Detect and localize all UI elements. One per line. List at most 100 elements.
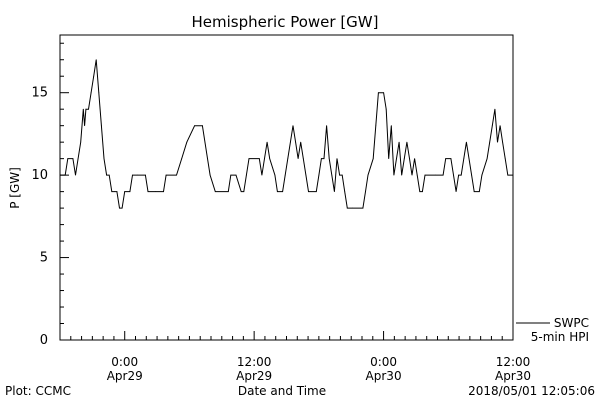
series-point [328, 158, 330, 160]
series-point [165, 174, 167, 176]
series-point [377, 92, 379, 94]
series-point [494, 108, 496, 110]
series-point [305, 174, 307, 176]
x-tick-time-label: 12:00 [496, 355, 531, 369]
series-point [383, 92, 384, 94]
series-point [390, 125, 392, 127]
series-point [385, 108, 387, 110]
series-point [396, 158, 397, 160]
series-point [207, 158, 208, 160]
x-tick-time-label: 0:00 [370, 355, 397, 369]
series-point [375, 125, 377, 127]
series-point [98, 92, 100, 94]
series-point [59, 174, 61, 176]
series-point [103, 158, 105, 160]
series-point [85, 108, 87, 110]
series-point [227, 191, 229, 193]
series-point [82, 108, 84, 110]
series-point [365, 191, 366, 193]
y-tick-label: 5 [40, 251, 48, 266]
series-point [499, 125, 501, 127]
data-series [59, 59, 514, 209]
series-point [243, 191, 245, 193]
series-point [106, 174, 107, 176]
series-point [77, 158, 79, 160]
series-point [80, 141, 82, 143]
series-point [201, 125, 203, 127]
y-axis-label: P [GW] [8, 167, 22, 209]
series-point [297, 158, 299, 160]
series-point [88, 108, 89, 110]
series-point [269, 158, 271, 160]
series-point [491, 125, 493, 127]
series-point [424, 174, 426, 176]
y-tick-label: 15 [31, 86, 48, 101]
series-point [455, 191, 457, 193]
series-point [67, 158, 69, 160]
series-point [240, 191, 242, 193]
series-point [367, 174, 369, 176]
x-tick-date-label: Apr30 [495, 369, 531, 383]
series-point [97, 75, 98, 77]
series-point [411, 174, 413, 176]
series-point [186, 141, 188, 143]
series-point [489, 141, 491, 143]
series-point [101, 125, 102, 127]
series-point [277, 191, 278, 193]
series-point [289, 141, 291, 143]
series-point [308, 191, 309, 193]
series-point [388, 158, 390, 160]
series-point [416, 174, 418, 176]
series-point [124, 191, 126, 193]
series-line [60, 59, 513, 209]
series-point [93, 75, 95, 77]
series-point [287, 158, 289, 160]
series-point [333, 191, 335, 193]
series-point [471, 174, 472, 176]
series-point [111, 191, 113, 193]
series-point [121, 207, 123, 209]
y-tick-label: 10 [31, 168, 48, 183]
footer-left: Plot: CCMC [5, 384, 71, 398]
series-point [292, 125, 294, 127]
series-point [282, 191, 284, 193]
legend-label-line2: 5-min HPI [531, 330, 589, 344]
series-point [331, 174, 333, 176]
series-point [442, 174, 444, 176]
series-point [75, 174, 76, 176]
series-point [137, 174, 139, 176]
x-tick-date-label: Apr29 [236, 369, 272, 383]
series-point [486, 158, 488, 160]
legend-label-line1: SWPC [554, 316, 589, 330]
series-point [466, 141, 467, 143]
series-point [445, 158, 447, 160]
series-point [163, 191, 164, 193]
series-point [72, 158, 74, 160]
series-point [450, 158, 452, 160]
series-point [453, 174, 454, 176]
series-point [84, 125, 85, 127]
series-point [302, 158, 304, 160]
series-point [401, 174, 403, 176]
series-point [339, 174, 340, 176]
series-point [194, 125, 196, 127]
series-point [155, 191, 157, 193]
series-point [209, 174, 211, 176]
x-tick-time-label: 12:00 [237, 355, 272, 369]
series-point [409, 158, 410, 160]
series-point [336, 158, 338, 160]
series-point [315, 191, 317, 193]
series-point [372, 158, 374, 160]
y-axis: 0 5 10 15 [31, 42, 69, 348]
series-point [463, 158, 465, 160]
series-point [468, 158, 470, 160]
series-point [108, 174, 110, 176]
series-point [235, 174, 237, 176]
x-axis: 0:00Apr2912:00Apr290:00Apr3012:00Apr300:… [59, 331, 531, 383]
series-point [113, 191, 115, 193]
series-point [300, 141, 302, 143]
series-point [90, 92, 92, 94]
series-point [95, 59, 97, 61]
series-point [419, 191, 421, 193]
series-point [326, 125, 328, 127]
